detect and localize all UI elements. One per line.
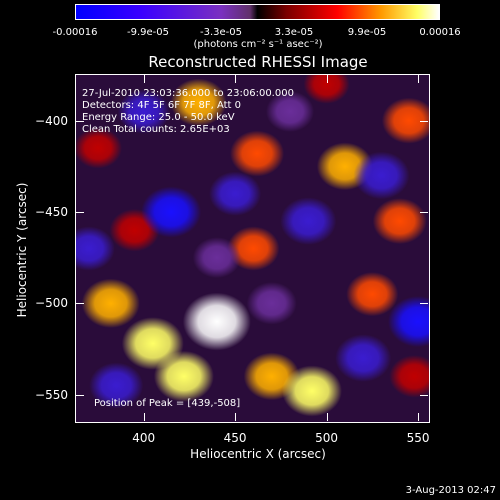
x-tick-mark	[235, 413, 237, 421]
x-tick-label: 500	[315, 431, 339, 445]
x-tick-mark	[326, 413, 328, 421]
y-tick-label: −450	[35, 204, 68, 219]
heatmap-blob	[230, 130, 285, 177]
heatmap-blob	[76, 127, 122, 169]
heatmap-blob	[281, 365, 342, 417]
heatmap-blob	[192, 237, 241, 279]
y-tick-mark	[420, 120, 428, 122]
heatmap-blob	[265, 91, 314, 132]
heatmap-image	[76, 75, 429, 422]
y-tick-mark	[76, 303, 84, 305]
x-axis-label: Heliocentric X (arcsec)	[190, 447, 326, 461]
heatmap-blob	[303, 75, 350, 104]
plot-area: 27-Jul-2010 23:03:36.000 to 23:06:00.000…	[75, 74, 430, 423]
y-tick-mark	[76, 394, 84, 396]
colorbar-tick: -3.3e-05	[200, 27, 242, 38]
heatmap-blob	[153, 350, 214, 402]
heatmap-blob	[141, 186, 202, 238]
x-tick-mark	[326, 75, 328, 83]
heatmap-blob	[117, 89, 170, 134]
y-tick-mark	[420, 211, 428, 213]
annotation-energy: Energy Range: 25.0 - 50.0 keV	[82, 112, 235, 123]
chart-title: Reconstructed RHESSI Image	[148, 53, 368, 71]
x-tick-mark	[418, 75, 420, 83]
y-tick-mark	[76, 120, 84, 122]
annotation-time: 27-Jul-2010 23:03:36.000 to 23:06:00.000	[82, 88, 294, 99]
y-axis-label: Heliocentric Y (arcsec)	[15, 182, 29, 318]
timestamp: 3-Aug-2013 02:47	[405, 485, 496, 496]
y-tick-mark	[420, 303, 428, 305]
y-tick-label: −550	[35, 387, 68, 402]
y-tick-mark	[76, 211, 84, 213]
heatmap-blob	[246, 282, 297, 325]
colorbar-tick: 9.9e-05	[347, 27, 387, 38]
heatmap-blob	[209, 171, 262, 216]
colorbar-unit: (photons cm⁻² s⁻¹ asec⁻²)	[193, 39, 323, 50]
heatmap-blob	[170, 78, 227, 127]
heatmap-blob	[89, 362, 144, 409]
annotation-clean: Clean Total counts: 2.65E+03	[82, 124, 230, 135]
heatmap-blob	[372, 198, 427, 245]
heatmap-blob	[346, 272, 399, 317]
colorbar-tick: -9.9e-05	[127, 27, 169, 38]
x-tick-label: 450	[223, 431, 247, 445]
heatmap-blob	[182, 292, 251, 351]
heatmap-blob	[353, 151, 410, 200]
annotation-detectors: Detectors: 4F 5F 6F 7F 8F, Att 0	[82, 100, 242, 111]
heatmap-blob	[280, 197, 337, 245]
colorbar-tick: -0.00016	[52, 27, 98, 38]
x-tick-mark	[418, 413, 420, 421]
x-tick-mark	[143, 413, 145, 421]
colorbar	[75, 4, 440, 20]
heatmap-blob	[335, 334, 392, 382]
heatmap-blob	[81, 278, 140, 328]
y-tick-label: −500	[35, 296, 68, 311]
y-tick-mark	[420, 394, 428, 396]
colorbar-tick: 0.00016	[419, 27, 461, 38]
colorbar-tick: 3.3e-05	[274, 27, 314, 38]
x-tick-label: 550	[406, 431, 430, 445]
heatmap-blob	[388, 296, 429, 348]
x-tick-mark	[235, 75, 237, 83]
heatmap-blob	[381, 97, 429, 144]
heatmap-blob	[76, 226, 115, 271]
annotation-peak: Position of Peak = [439,-508]	[94, 398, 241, 409]
heatmap-blob	[389, 355, 429, 398]
x-tick-label: 400	[132, 431, 156, 445]
x-tick-mark	[143, 75, 145, 83]
y-tick-label: −400	[35, 113, 68, 128]
